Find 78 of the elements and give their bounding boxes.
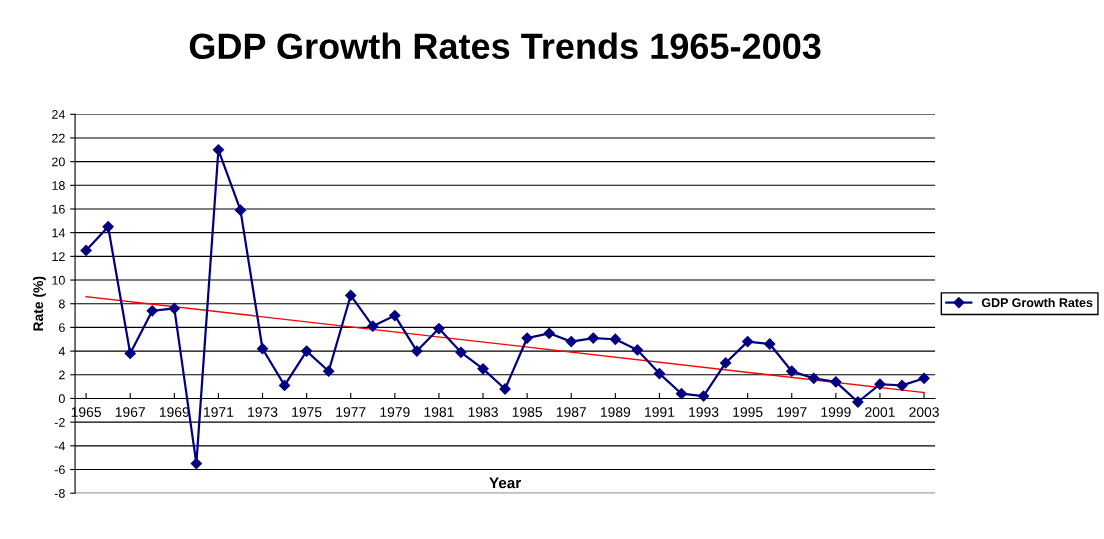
y-tick-label: 6 bbox=[59, 323, 65, 333]
point bbox=[742, 336, 754, 348]
y-tick-label: 24 bbox=[52, 110, 65, 119]
y-tick-label: 4 bbox=[58, 347, 65, 356]
point bbox=[543, 327, 555, 339]
y-tick-label: -8 bbox=[54, 488, 65, 498]
y-tick-label: 8 bbox=[58, 299, 65, 309]
point bbox=[609, 333, 621, 345]
point bbox=[411, 345, 423, 357]
y-tick-label: 20 bbox=[52, 157, 65, 167]
x-tick-label: 1991 bbox=[645, 407, 675, 417]
x-tick-label: 1989 bbox=[600, 407, 631, 417]
point bbox=[565, 336, 577, 348]
y-tick-label: -4 bbox=[54, 441, 65, 451]
point bbox=[786, 365, 798, 377]
y-tick-label: 2 bbox=[59, 370, 65, 380]
point bbox=[345, 289, 357, 302]
point bbox=[896, 379, 908, 392]
point bbox=[433, 322, 445, 335]
point bbox=[852, 396, 864, 408]
x-tick-label: 1973 bbox=[248, 407, 278, 417]
point bbox=[587, 332, 599, 344]
y-tick-label: -2 bbox=[54, 417, 65, 427]
point bbox=[675, 388, 688, 400]
point bbox=[102, 221, 114, 233]
y-tick-label: 14 bbox=[52, 228, 65, 238]
point bbox=[521, 332, 533, 344]
point bbox=[146, 305, 158, 317]
point bbox=[301, 345, 313, 357]
x-tick-label: 1979 bbox=[380, 407, 410, 417]
x-tick-label: 1975 bbox=[292, 407, 322, 417]
x-tick-label: 2001 bbox=[865, 407, 895, 417]
legend-label: GDP Growth Rates bbox=[981, 297, 1093, 308]
point bbox=[323, 365, 335, 377]
point bbox=[499, 383, 511, 395]
point bbox=[631, 344, 643, 356]
point bbox=[455, 346, 467, 358]
y-axis-title: Rate (%) bbox=[32, 276, 46, 331]
x-tick-label: 2003 bbox=[909, 407, 939, 417]
x-tick-label: 1983 bbox=[468, 407, 498, 417]
point bbox=[697, 390, 710, 402]
x-tick-label: 1993 bbox=[689, 407, 719, 417]
point bbox=[278, 379, 291, 392]
point bbox=[653, 367, 666, 380]
y-tick-label: 12 bbox=[52, 252, 65, 261]
x-tick-label: 1999 bbox=[821, 407, 851, 417]
point bbox=[367, 320, 379, 332]
point bbox=[719, 357, 732, 369]
y-tick-label: 22 bbox=[52, 133, 65, 143]
x-tick-label: 1981 bbox=[424, 407, 454, 417]
y-tick-label: 0 bbox=[58, 394, 65, 404]
x-tick-label: 1967 bbox=[115, 407, 145, 417]
point bbox=[190, 457, 202, 470]
point bbox=[124, 347, 136, 360]
x-tick-label: 1997 bbox=[777, 407, 807, 417]
point bbox=[80, 244, 92, 257]
x-tick-label: 1977 bbox=[336, 407, 366, 417]
point bbox=[256, 343, 269, 355]
point bbox=[477, 363, 489, 375]
point bbox=[168, 302, 180, 315]
point bbox=[874, 378, 886, 390]
point bbox=[212, 144, 225, 156]
y-tick-label: 16 bbox=[52, 204, 65, 214]
x-axis-title: Year bbox=[489, 477, 521, 489]
x-tick-label: 1971 bbox=[204, 407, 234, 417]
x-tick-label: 1985 bbox=[512, 407, 542, 417]
point bbox=[830, 376, 842, 388]
chart-title: GDP Growth Rates Trends 1965-2003 bbox=[189, 32, 821, 60]
y-tick-label: -6 bbox=[54, 465, 65, 475]
point bbox=[234, 204, 247, 216]
point bbox=[764, 338, 776, 350]
y-tick-label: 10 bbox=[52, 275, 65, 285]
point bbox=[389, 309, 401, 322]
point bbox=[918, 372, 930, 384]
point bbox=[808, 372, 820, 384]
y-tick-label: 18 bbox=[52, 181, 65, 190]
x-tick-label: 1987 bbox=[556, 407, 586, 417]
x-tick-label: 1995 bbox=[733, 407, 763, 417]
